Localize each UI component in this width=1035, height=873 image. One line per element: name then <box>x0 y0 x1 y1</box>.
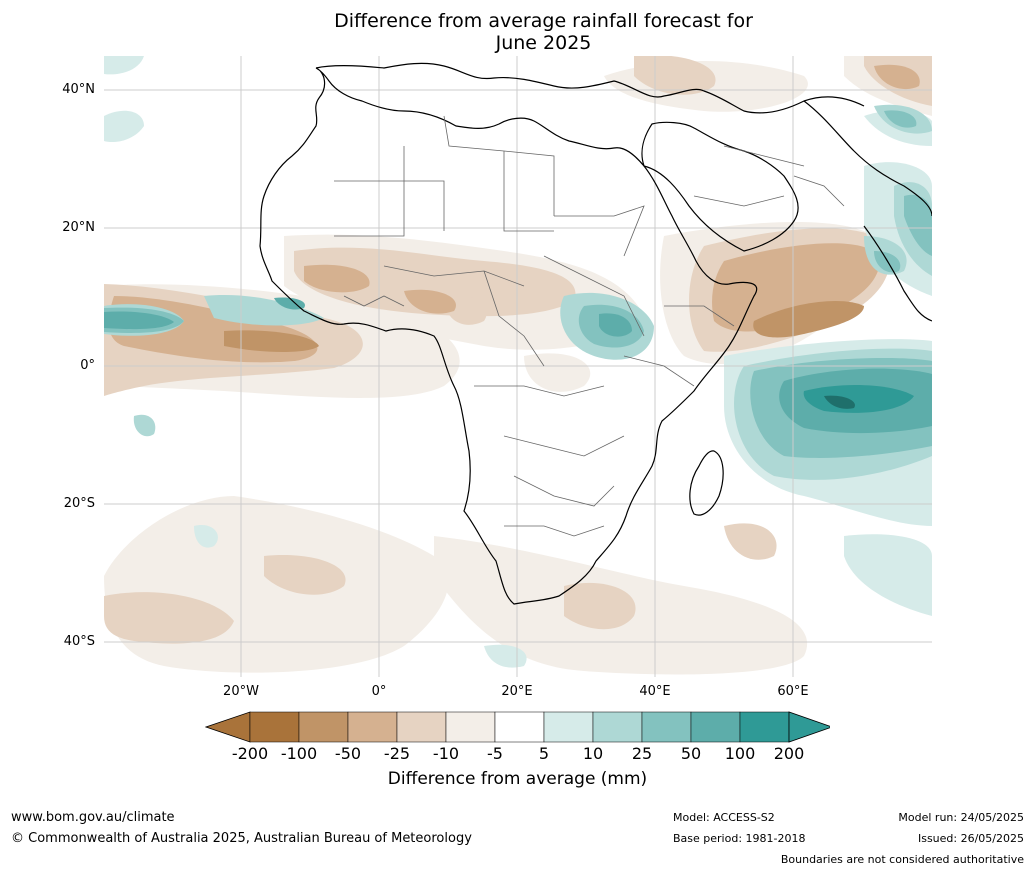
rainfall-anomaly-map <box>104 56 932 677</box>
title-line-2: June 2025 <box>495 32 592 54</box>
issued-text: Issued: 26/05/2025 <box>917 832 1024 845</box>
colorbar-extend-low <box>205 711 251 743</box>
colorbar-extend-high <box>788 711 830 743</box>
colorbar-tick-label: 200 <box>773 744 805 763</box>
colorbar-tick-label: 10 <box>582 744 604 763</box>
copyright-text: © Commonwealth of Australia 2025, Austra… <box>11 831 472 846</box>
colorbar <box>205 711 830 743</box>
colorbar-segment <box>543 711 594 743</box>
colorbar-tick-label: 25 <box>631 744 653 763</box>
colorbar-tick-label: 5 <box>538 744 550 763</box>
anomaly-very-dry-areas <box>224 301 864 352</box>
colorbar-tick-label: -200 <box>231 744 269 763</box>
colorbar-tick-label: 100 <box>724 744 756 763</box>
anomaly-extreme-wet-areas <box>803 384 914 413</box>
lon-label-20w: 20°W <box>223 684 259 699</box>
colorbar-segment <box>494 711 545 743</box>
colorbar-segment <box>592 711 643 743</box>
disclaimer-text: Boundaries are not considered authoritat… <box>780 853 1024 866</box>
lat-label-0: 0° <box>80 358 95 373</box>
model-text: Model: ACCESS-S2 <box>673 811 775 824</box>
colorbar-segment <box>641 711 692 743</box>
colorbar-segment <box>298 711 349 743</box>
country-borders <box>334 115 845 537</box>
colorbar-tick-label: 50 <box>680 744 702 763</box>
colorbar-tick-label: -100 <box>280 744 318 763</box>
lat-label-40n: 40°N <box>62 82 95 97</box>
lon-label-0: 0° <box>371 684 387 699</box>
colorbar-segment <box>347 711 398 743</box>
coastlines <box>259 62 932 605</box>
chart-title: Difference from average rainfall forecas… <box>0 10 1035 54</box>
lon-label-60e: 60°E <box>777 684 809 699</box>
lat-label-40s: 40°S <box>63 634 95 649</box>
colorbar-tick-label: -5 <box>487 744 503 763</box>
model-run-text: Model run: 24/05/2025 <box>898 811 1024 824</box>
lon-label-40e: 40°E <box>639 684 671 699</box>
colorbar-segment <box>445 711 496 743</box>
colorbar-segment <box>396 711 447 743</box>
colorbar-tick-label: -10 <box>432 744 460 763</box>
colorbar-segment <box>739 711 790 743</box>
website-link[interactable]: www.bom.gov.au/climate <box>11 810 175 825</box>
colorbar-tick-label: -25 <box>383 744 411 763</box>
colorbar-segment <box>249 711 300 743</box>
colorbar-segment <box>690 711 741 743</box>
colorbar-tick-label: -50 <box>334 744 362 763</box>
base-period-text: Base period: 1981-2018 <box>673 832 806 845</box>
lat-label-20n: 20°N <box>62 220 95 235</box>
colorbar-label: Difference from average (mm) <box>387 769 648 789</box>
title-line-1: Difference from average rainfall forecas… <box>334 10 753 32</box>
lat-label-20s: 20°S <box>63 496 95 511</box>
graticule <box>104 56 932 677</box>
lon-label-20e: 20°E <box>501 684 533 699</box>
